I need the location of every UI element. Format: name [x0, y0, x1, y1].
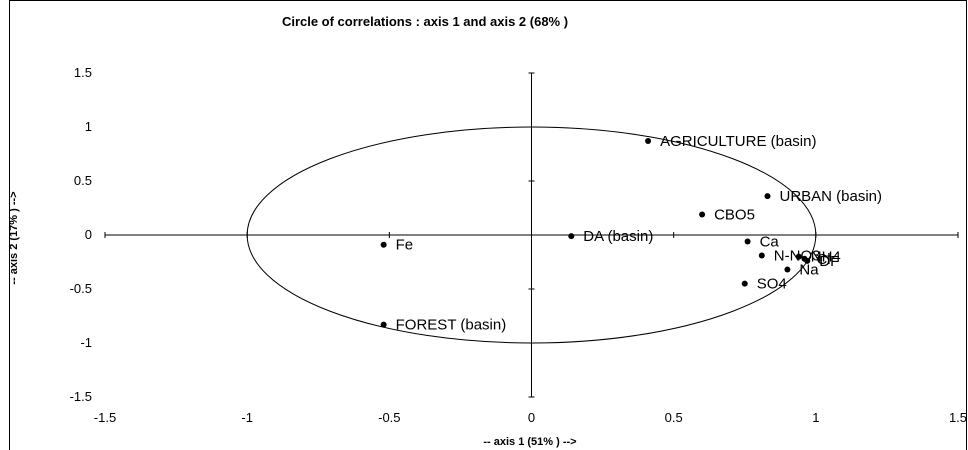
data-point	[764, 193, 771, 200]
data-point	[645, 138, 652, 145]
data-point	[784, 266, 791, 273]
data-point	[380, 321, 387, 328]
data-point-label: URBAN (basin)	[779, 188, 882, 205]
x-tick-label: -0.5	[378, 410, 400, 425]
y-tick-label: 0.5	[74, 173, 92, 188]
data-point-label: AGRICULTURE (basin)	[660, 133, 816, 150]
x-tick-label: -1	[241, 410, 253, 425]
data-point	[380, 241, 387, 248]
x-tick-label: 0	[528, 410, 535, 425]
data-point	[741, 280, 748, 287]
data-point-label: CBO5	[714, 206, 755, 223]
data-point-label: Ca	[760, 233, 780, 250]
y-tick-label: 0	[85, 227, 92, 242]
x-tick-label: 1	[812, 410, 819, 425]
y-tick-label: -1.5	[70, 389, 92, 404]
data-point	[568, 233, 575, 240]
y-tick-label: 1	[85, 119, 92, 134]
data-point-label: Na	[799, 262, 819, 279]
data-point	[744, 238, 751, 245]
data-point	[795, 253, 802, 260]
data-point-label: DF	[819, 253, 839, 270]
data-point-label: FOREST (basin)	[396, 317, 507, 334]
x-tick-label: 0.5	[665, 410, 683, 425]
y-tick-label: -0.5	[70, 281, 92, 296]
y-tick-label: -1	[80, 335, 92, 350]
data-point	[804, 257, 811, 264]
data-point	[758, 252, 765, 259]
data-point-label: SO4	[757, 276, 787, 293]
x-tick-label: 1.5	[949, 410, 967, 425]
chart-title: Circle of correlations : axis 1 and axis…	[281, 14, 569, 29]
data-point-label: DA (basin)	[583, 228, 653, 245]
x-tick-label: -1.5	[94, 410, 116, 425]
x-axis-label: -- axis 1 (51% ) -->	[483, 436, 577, 448]
data-point-label: NH4	[811, 249, 841, 266]
y-tick-label: 1.5	[74, 65, 92, 80]
chart-frame	[9, 0, 967, 450]
data-point	[699, 211, 706, 218]
data-point-label: Cl	[816, 251, 830, 268]
data-point-label: Fe	[396, 237, 414, 254]
